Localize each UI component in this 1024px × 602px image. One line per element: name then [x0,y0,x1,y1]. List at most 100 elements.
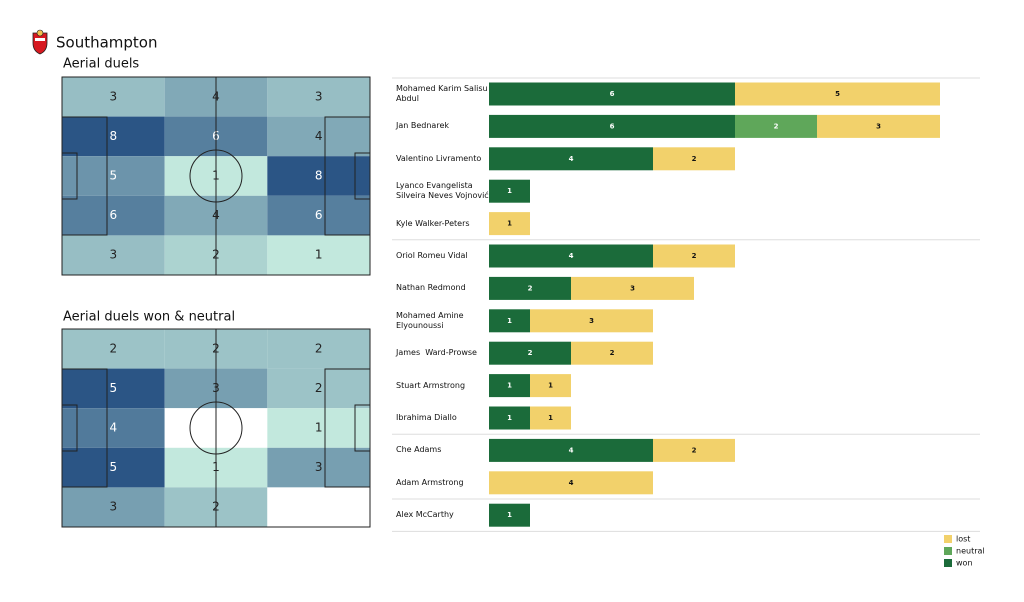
bar-segment [489,244,653,268]
bar-label: 5 [835,90,840,98]
cell-label: 4 [110,421,118,435]
bar-segment [489,341,571,365]
legend-label: lost [956,535,970,544]
player-name: Oriol Romeu Vidal [396,251,468,260]
bar-label: 1 [507,187,512,195]
player-name: Stuart Armstrong [396,380,466,390]
bar-segment [489,471,653,495]
player-name: Mohamed Amine Elyounoussi [396,310,467,330]
heat-cell [62,116,165,157]
bar-label: 3 [589,317,594,325]
cell-label: 4 [315,129,323,143]
center-circle [189,401,243,455]
pitch-lines [61,76,371,276]
cell-label: 5 [110,460,118,474]
player-name: Jan Bednarek [396,121,450,131]
player-name: Kyle Walker-Peters [396,218,470,228]
heatmap-title: Aerial duels won & neutral [63,310,235,325]
bar-segment [653,244,735,268]
bar-label: 4 [569,252,574,260]
bar-segment [489,309,530,333]
player-name: Alex McCarthy [396,510,454,520]
cell-label: 6 [315,208,323,222]
bar-label: 1 [548,414,553,422]
bar-label: 2 [692,446,697,454]
bar-segment [653,147,735,171]
heat-cell [62,156,165,196]
heat-cell [62,447,165,488]
bar-segment [489,406,530,430]
six-yard-box [61,152,78,200]
legend-swatch [944,547,952,555]
bar-segment [489,276,571,300]
bar-label: 4 [569,446,574,454]
legend-swatch [944,559,952,567]
legend-swatch [944,535,952,543]
bar-label: 6 [610,122,615,130]
pitch-lines [61,328,371,528]
heat-cell [267,156,370,196]
bar-segment [571,341,653,365]
bar-label: 6 [610,90,615,98]
cell-label: 3 [315,460,323,474]
legend-label: neutral [956,547,985,556]
player-name: Nathan Redmond [396,283,466,293]
heat-cell [62,329,165,369]
bar-label: 2 [528,284,533,292]
bar-label: 4 [569,479,574,487]
six-yard-box [354,404,371,452]
bar-label: 2 [610,349,615,357]
bar-segment [530,374,571,398]
heat-cell [267,368,370,409]
player-name: Valentino Livramento [396,153,482,163]
heat-cell [267,447,370,488]
bar-segment [735,114,817,138]
player-name: James Ward-Prowse [396,348,477,358]
bar-segment [489,212,530,236]
bar-segment [571,276,694,300]
cell-label: 5 [110,381,118,395]
bar-label: 2 [692,252,697,260]
heat-cell [62,408,165,448]
bar-label: 3 [630,284,635,292]
bar-label: 1 [507,414,512,422]
bar-label: 3 [876,122,881,130]
club-crest [32,29,48,55]
legend-label: won [956,559,973,568]
heat-cell [267,116,370,157]
bar-segment [489,147,653,171]
bar-segment [489,374,530,398]
bar-segment [489,114,735,138]
bar-segment [489,503,530,527]
heat-cell [267,77,370,117]
bar-label: 1 [507,220,512,228]
heat-cell [267,329,370,369]
bar-segment [735,82,940,106]
bar-label: 2 [528,349,533,357]
cell-label: 8 [315,169,323,183]
heat-cell [62,77,165,117]
six-yard-box [354,152,371,200]
bar-label: 1 [507,511,512,519]
bar-segment [530,309,653,333]
cell-label: 3 [110,248,118,262]
heat-cell [267,487,370,527]
bar-segment [653,438,735,462]
bar-segment [489,179,530,203]
player-name: Ibrahima Diallo [396,413,457,422]
heat-cell [267,195,370,236]
bar-label: 4 [569,155,574,163]
six-yard-box [61,404,78,452]
cell-label: 3 [110,89,118,103]
cell-label: 6 [110,208,118,222]
heatmap-title: Aerial duels [63,57,139,72]
cell-label: 3 [315,89,323,103]
cell-label: 5 [110,169,118,183]
bar-segment [489,438,653,462]
bar-label: 2 [692,155,697,163]
heat-cell [267,235,370,275]
bar-segment [530,406,571,430]
bar-segment [817,114,940,138]
